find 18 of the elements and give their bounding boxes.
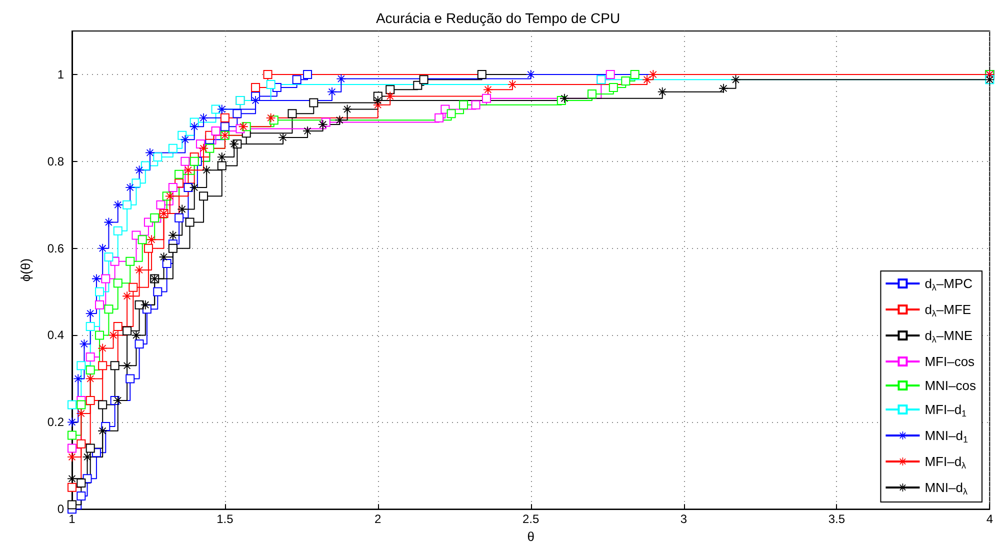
legend-label: MNI–cos (924, 378, 976, 393)
x-tick-label: 2 (374, 512, 382, 526)
y-tick-label: 1 (57, 67, 64, 82)
x-tick-label: 3 (680, 512, 688, 526)
y-tick-label: 0.8 (47, 154, 64, 168)
x-axis-title: θ (527, 529, 534, 544)
y-tick-label: 0.6 (47, 241, 64, 256)
x-tick-label: 4 (986, 512, 994, 526)
y-tick-label: 0 (57, 502, 64, 516)
y-tick-label: 0.2 (47, 415, 64, 430)
y-tick-label: 0.4 (47, 328, 64, 342)
x-tick-label: 1.5 (216, 512, 234, 526)
x-tick-label: 1 (68, 512, 76, 526)
y-axis-title: ϕ(θ) (18, 258, 33, 282)
chart-title: Acurácia e Redução do Tempo de CPU (376, 10, 620, 26)
legend-label: MFI–cos (924, 354, 976, 369)
x-tick-label: 2.5 (522, 512, 540, 526)
x-tick-label: 3.5 (828, 512, 846, 526)
